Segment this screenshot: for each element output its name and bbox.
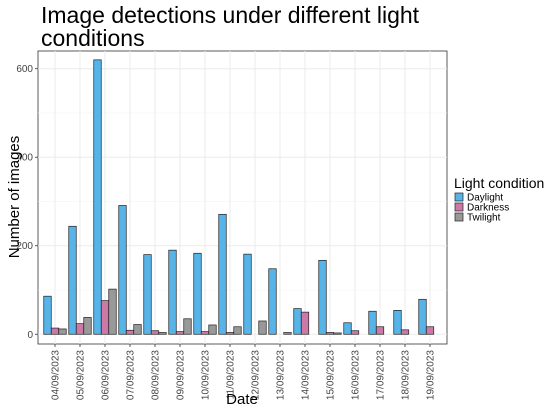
x-axis-ticks: 04/09/2023 05/09/2023 06/09/2023 07/09/2023…	[51, 344, 437, 400]
x-tick-label: 18/09/2023	[401, 350, 412, 400]
grid-lines	[38, 51, 447, 344]
legend-key-darkness	[454, 202, 464, 212]
x-tick-label: 16/09/2023	[351, 350, 362, 400]
x-tick-label: 11/09/2023	[226, 350, 237, 400]
bar-twilight-13-09-2023	[283, 332, 292, 335]
bar-twilight-04-09-2023	[58, 328, 67, 335]
y-tick-label: 0	[27, 330, 33, 341]
bar-darkness-16-09-2023	[350, 330, 360, 335]
bar-darkness-18-09-2023	[400, 329, 410, 335]
legend-label-twilight: Twilight	[467, 213, 501, 224]
bar-daylight-08-09-2023	[143, 254, 152, 335]
bar-daylight-19-09-2023	[418, 298, 427, 335]
legend-key-twilight	[454, 212, 464, 222]
legend-title: Light condition	[454, 175, 544, 191]
y-axis-ticks: 0 200 400 600	[16, 64, 38, 341]
x-tick-label: 05/09/2023	[76, 350, 87, 400]
bar-darkness-14-09-2023	[300, 311, 310, 335]
bar-daylight-09-09-2023	[168, 249, 177, 335]
x-tick-label: 19/09/2023	[426, 350, 437, 400]
chart-title-line-2: conditions	[41, 25, 145, 51]
x-tick-label: 09/09/2023	[176, 350, 187, 400]
y-tick-label: 400	[16, 153, 33, 164]
bar-darkness-10-09-2023	[200, 331, 210, 335]
bar-darkness-05-09-2023	[75, 323, 85, 335]
x-tick-label: 12/09/2023	[251, 350, 262, 400]
bar-daylight-11-09-2023	[218, 213, 227, 335]
bars	[43, 59, 435, 335]
bar-darkness-11-09-2023	[225, 332, 235, 335]
bar-daylight-17-09-2023	[368, 310, 377, 335]
bar-daylight-16-09-2023	[343, 322, 352, 335]
bar-darkness-07-09-2023	[125, 329, 135, 335]
bar-daylight-14-09-2023	[293, 308, 302, 335]
legend-label-darkness: Darkness	[467, 203, 509, 214]
bar-twilight-07-09-2023	[133, 324, 142, 335]
chart-title-line-1: Image detections under different light	[41, 2, 420, 28]
bar-daylight-15-09-2023	[318, 260, 327, 335]
x-tick-label: 14/09/2023	[301, 350, 312, 400]
bar-darkness-15-09-2023	[325, 332, 335, 335]
bar-twilight-08-09-2023	[158, 332, 167, 335]
bar-daylight-06-09-2023	[93, 59, 102, 335]
x-tick-label: 07/09/2023	[126, 350, 137, 400]
bar-twilight-15-09-2023	[333, 332, 342, 335]
bar-twilight-09-09-2023	[183, 318, 192, 335]
x-tick-label: 13/09/2023	[276, 350, 287, 400]
x-tick-label: 04/09/2023	[51, 350, 62, 400]
bar-darkness-04-09-2023	[50, 327, 60, 335]
bar-darkness-08-09-2023	[150, 330, 160, 335]
y-tick-label: 200	[16, 241, 33, 252]
bar-daylight-04-09-2023	[43, 295, 52, 335]
bar-darkness-09-09-2023	[175, 331, 185, 335]
bar-daylight-12-09-2023	[243, 253, 252, 335]
bar-twilight-05-09-2023	[83, 317, 92, 335]
legend-label-daylight: Daylight	[467, 193, 503, 204]
bar-darkness-19-09-2023	[425, 326, 435, 335]
bar-twilight-06-09-2023	[108, 288, 117, 335]
bar-daylight-07-09-2023	[118, 205, 127, 335]
bar-twilight-12-09-2023	[258, 320, 267, 335]
x-tick-label: 08/09/2023	[151, 350, 162, 400]
x-tick-label: 06/09/2023	[101, 350, 112, 400]
y-axis-title: Number of images	[6, 136, 23, 259]
bar-daylight-13-09-2023	[268, 268, 277, 335]
x-tick-label: 10/09/2023	[201, 350, 212, 400]
bar-darkness-17-09-2023	[375, 326, 385, 335]
bar-daylight-05-09-2023	[68, 225, 77, 335]
x-tick-label: 17/09/2023	[376, 350, 387, 400]
bar-daylight-10-09-2023	[193, 252, 202, 335]
y-tick-label: 600	[16, 64, 33, 75]
x-tick-label: 15/09/2023	[326, 350, 337, 400]
bar-twilight-11-09-2023	[233, 326, 242, 335]
bar-darkness-06-09-2023	[100, 300, 110, 335]
x-axis-title: Date	[226, 391, 258, 408]
bar-twilight-10-09-2023	[208, 324, 217, 335]
bar-daylight-18-09-2023	[393, 310, 402, 335]
legend-key-daylight	[454, 192, 464, 202]
plot-panel	[37, 50, 448, 345]
